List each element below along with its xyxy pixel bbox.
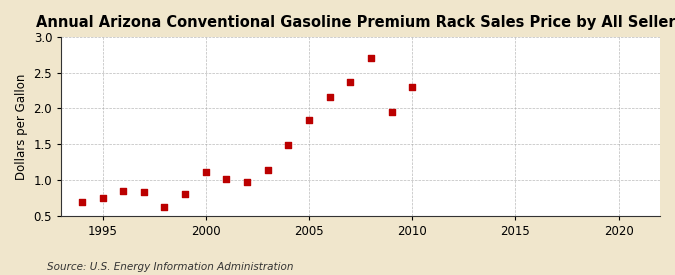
Point [366, 56, 377, 60]
Y-axis label: Dollars per Gallon: Dollars per Gallon [15, 73, 28, 180]
Point [138, 190, 149, 194]
Point [345, 80, 356, 84]
Point [97, 196, 108, 200]
Point [76, 199, 87, 204]
Point [263, 168, 273, 172]
Point [283, 143, 294, 147]
Point [221, 177, 232, 182]
Point [304, 118, 315, 122]
Point [386, 110, 397, 114]
Point [117, 189, 128, 193]
Point [242, 180, 252, 185]
Title: Annual Arizona Conventional Gasoline Premium Rack Sales Price by All Sellers: Annual Arizona Conventional Gasoline Pre… [36, 15, 675, 30]
Point [180, 192, 190, 197]
Text: Source: U.S. Energy Information Administration: Source: U.S. Energy Information Administ… [47, 262, 294, 272]
Point [407, 85, 418, 89]
Point [324, 95, 335, 99]
Point [159, 204, 170, 209]
Point [200, 170, 211, 174]
